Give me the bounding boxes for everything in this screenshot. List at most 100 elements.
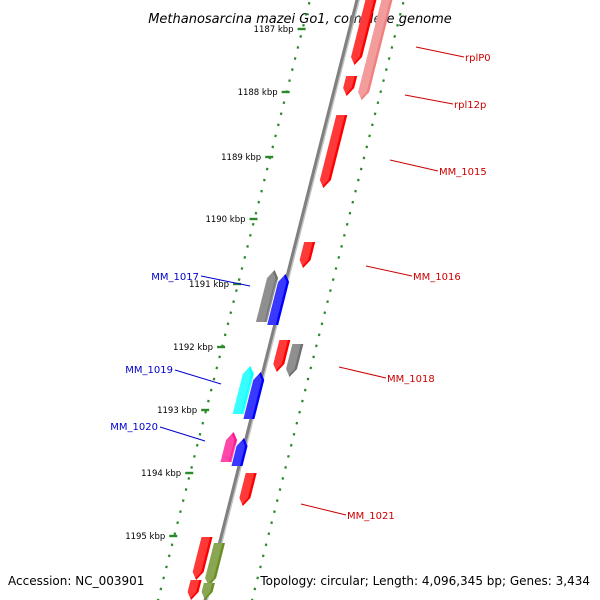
- gene-rplP0-b-body: [358, 0, 393, 100]
- gene-MM_1015: [317, 115, 348, 188]
- gene-MM_1017-b-shade: [264, 274, 287, 325]
- gene-label-leader: [404, 94, 454, 105]
- gene-rplP0-b: [355, 0, 393, 100]
- gene-MM_1017-a-shade: [253, 270, 276, 322]
- gene-MM_1016-body: [299, 242, 316, 268]
- scale-tick-label: 1190 kbp: [205, 215, 245, 225]
- gene-lower-a-body: [192, 537, 213, 580]
- scale-tick: 1189 kbp: [221, 153, 274, 163]
- scale-tick-label: 1191 kbp: [189, 280, 229, 290]
- genome-summary-text: Topology: circular; Length: 4,096,345 bp…: [260, 574, 590, 588]
- gene-label-leader: [300, 503, 347, 516]
- scale-tick-label: 1194 kbp: [141, 469, 181, 479]
- gene-MM_1019-a: [230, 366, 254, 414]
- scale-tick: 1194 kbp: [141, 469, 194, 479]
- scale-tick: 1193 kbp: [157, 406, 210, 416]
- gene-label-text: rpl12p: [454, 100, 486, 111]
- gene-MM_1019-b: [240, 372, 265, 419]
- gene-MM_1019-a-shade: [230, 366, 252, 414]
- gene-lower-d-shade: [199, 583, 213, 600]
- gene-MM_1016-shade: [297, 242, 313, 268]
- gene-MM_1020-b: [228, 438, 248, 466]
- gene-label-MM_1020: MM_1020: [110, 422, 206, 442]
- gene-MM_1020-a-shade: [217, 432, 235, 462]
- accession-text: Accession: NC_003901: [8, 574, 145, 588]
- gene-label-text: MM_1015: [439, 167, 487, 178]
- map-title: Methanosarcina mazei Go1, complete genom…: [148, 12, 452, 27]
- gene-label-rpl12p: rpl12p: [404, 94, 486, 111]
- gene-label-leader: [159, 426, 206, 442]
- gene-label-rplP0: rplP0: [415, 46, 491, 64]
- gene-lower-b-body: [205, 543, 225, 586]
- scale-tick-label: 1189 kbp: [221, 153, 261, 163]
- gene-MM_1019-b-body: [243, 372, 265, 419]
- gene-MM_1018-b-shade: [283, 344, 301, 377]
- gene-lower-d: [199, 583, 215, 600]
- gene-MM_1017-a-body: [255, 270, 279, 322]
- gene-label-MM_1015: MM_1015: [389, 159, 487, 178]
- gene-label-text: MM_1019: [125, 365, 173, 376]
- gene-MM_1017-a: [253, 270, 279, 322]
- gene-rpl12p-a: [340, 76, 358, 96]
- gene-rpl12p-b: [355, 76, 374, 100]
- gene-MM_1021: [236, 473, 257, 506]
- gene-MM_1018-b-body: [286, 344, 304, 377]
- scale-tick: 1195 kbp: [125, 532, 178, 542]
- gene-MM_1018-a: [270, 340, 291, 372]
- gene-MM_1020-a: [217, 432, 238, 462]
- gene-MM_1016: [297, 242, 316, 268]
- ruler-dots-left: [156, 0, 312, 600]
- gene-label-MM_1017: MM_1017: [151, 272, 251, 287]
- scale-ticks: 1187 kbp 1188 kbp 1189 kbp 1190 kbp 1191 kbp…: [125, 25, 306, 542]
- gene-MM_1020-a-body: [220, 432, 238, 462]
- scale-tick-label: 1187 kbp: [254, 25, 294, 35]
- gene-rplP0-a-body: [351, 0, 377, 65]
- gene-rpl12p-a-shade: [340, 76, 355, 96]
- gene-lower-b-shade: [202, 543, 223, 586]
- scale-tick-label: 1195 kbp: [125, 532, 165, 542]
- gene-labels: rplP0 rpl12p MM_1015 MM_1016 MM_1017 MM_1018 M…: [110, 46, 491, 522]
- gene-label-leader: [200, 275, 251, 287]
- gene-label-leader: [174, 369, 222, 385]
- gene-lower-a: [190, 537, 213, 580]
- gene-lower-c: [185, 580, 202, 600]
- gene-MM_1019-a-body: [232, 366, 254, 414]
- gene-rplP0-a: [348, 0, 377, 65]
- gene-lower-d-body: [201, 583, 215, 600]
- gene-label-MM_1019: MM_1019: [125, 365, 222, 385]
- scale-tick: 1190 kbp: [205, 215, 258, 225]
- scale-tick: 1188 kbp: [238, 88, 290, 98]
- gene-rplP0-b-shade: [355, 0, 390, 100]
- gene-label-text: MM_1016: [413, 272, 461, 283]
- gene-label-text: MM_1021: [347, 511, 395, 522]
- gene-label-text: MM_1017: [151, 272, 199, 283]
- scale-tick: 1187 kbp: [254, 25, 306, 35]
- gene-label-MM_1021: MM_1021: [300, 503, 395, 522]
- gene-MM_1020-b-body: [231, 438, 248, 466]
- gene-lower-c-body: [187, 580, 202, 600]
- scale-tick: 1192 kbp: [173, 343, 226, 353]
- gene-label-text: MM_1018: [387, 374, 435, 385]
- scale-tick-label: 1193 kbp: [157, 406, 197, 416]
- gene-label-text: MM_1020: [110, 422, 158, 433]
- gene-lower-a-shade: [190, 537, 211, 580]
- gene-MM_1017-b: [264, 274, 290, 325]
- gene-MM_1018-b: [283, 344, 304, 377]
- gene-MM_1017-b-body: [267, 274, 290, 325]
- gene-rpl12p-b-body: [358, 76, 374, 100]
- gene-label-leader: [389, 159, 439, 172]
- scale-ruler-left: [156, 0, 312, 600]
- gene-rpl12p-a-body: [343, 76, 358, 96]
- gene-rpl12p-b-shade: [355, 76, 371, 100]
- gene-MM_1015-shade: [317, 115, 345, 188]
- gene-MM_1015-body: [319, 115, 348, 188]
- gene-MM_1019-b-shade: [240, 372, 262, 419]
- gene-label-MM_1016: MM_1016: [365, 265, 461, 283]
- gene-rplP0-a-shade: [348, 0, 374, 65]
- gene-MM_1021-body: [239, 473, 257, 506]
- scale-tick-label: 1192 kbp: [173, 343, 213, 353]
- gene-MM_1018-a-shade: [270, 340, 288, 372]
- gene-MM_1020-b-shade: [228, 438, 246, 466]
- gene-features: [185, 0, 393, 600]
- gene-label-text: rplP0: [465, 53, 491, 64]
